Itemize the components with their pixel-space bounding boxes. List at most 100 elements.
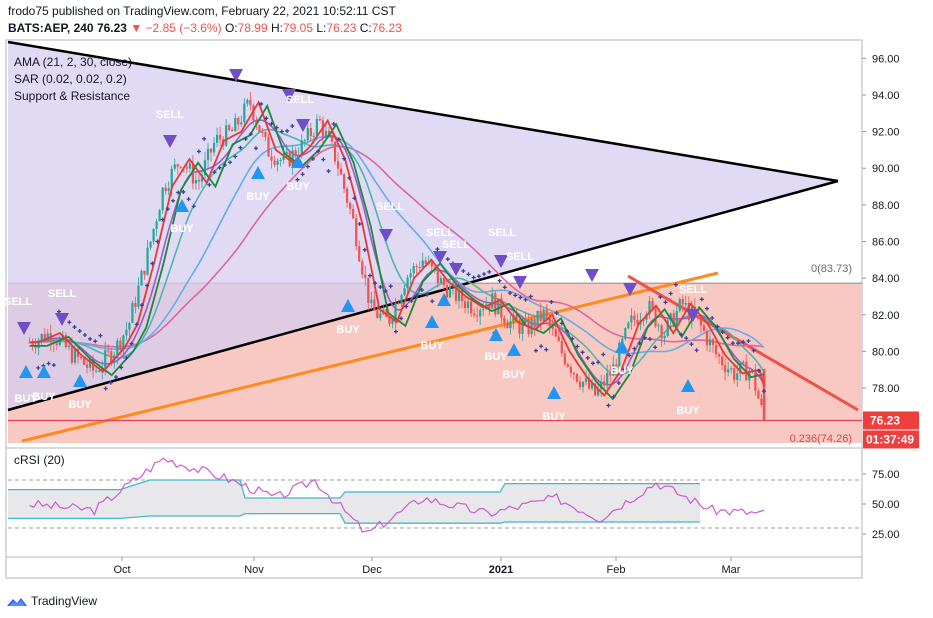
time-tick-label: Mar bbox=[722, 564, 741, 576]
candle-body bbox=[479, 310, 482, 317]
sar-dot bbox=[393, 329, 398, 334]
candle-body bbox=[173, 164, 176, 169]
buy-signal-icon bbox=[681, 379, 695, 392]
sell-signal-icon bbox=[379, 229, 393, 242]
candle-body bbox=[188, 163, 191, 169]
buy-signal-label: BUY bbox=[170, 223, 194, 235]
ma-purple-line bbox=[29, 119, 765, 386]
sell-signal-label: SELL bbox=[442, 239, 470, 251]
footer-brand[interactable]: TradingView bbox=[6, 592, 97, 610]
candle-body bbox=[67, 345, 71, 348]
sell-signal-label: SELL bbox=[506, 251, 534, 263]
wedge-lower-line bbox=[7, 179, 839, 412]
candle-body bbox=[191, 163, 194, 184]
candle-body bbox=[609, 372, 612, 376]
buy-signal-icon bbox=[489, 328, 503, 341]
candle-body bbox=[533, 319, 536, 328]
candle-body bbox=[675, 310, 678, 327]
candle-body bbox=[140, 270, 143, 286]
ma-teal-line bbox=[29, 128, 765, 376]
candle-body bbox=[318, 118, 322, 121]
candle-body bbox=[370, 299, 373, 304]
buy-signal-icon bbox=[547, 386, 561, 399]
ama-red-line bbox=[29, 100, 765, 397]
low-label: L: bbox=[316, 21, 327, 35]
symbol-label: BATS:AEP, 240 bbox=[8, 21, 94, 35]
candle-body bbox=[161, 187, 164, 211]
sar-dot bbox=[679, 332, 684, 337]
candle-body bbox=[497, 298, 500, 315]
candle-body bbox=[711, 339, 715, 345]
buy-signal-icon bbox=[437, 293, 451, 306]
sar-dot bbox=[554, 310, 559, 315]
candle-body bbox=[627, 322, 630, 329]
candle-body bbox=[134, 303, 137, 307]
candle-body bbox=[724, 365, 727, 373]
sar-dot bbox=[36, 365, 41, 370]
candle-body bbox=[194, 179, 198, 184]
price-chart[interactable]: SELLSELLSELLSELLSELLSELLSELLSELLSELLSELL… bbox=[0, 0, 933, 590]
sar-dot bbox=[264, 116, 269, 121]
symbol-line: BATS:AEP, 240 76.23 ▼ −2.85 (−3.6%) O:78… bbox=[8, 21, 402, 35]
sar-dot bbox=[181, 189, 186, 194]
candles bbox=[28, 91, 763, 408]
buy-signal-icon bbox=[175, 199, 189, 212]
candle-body bbox=[352, 208, 355, 219]
candle-body bbox=[515, 314, 518, 322]
sar-dot bbox=[699, 297, 704, 302]
sar-dot bbox=[471, 275, 476, 280]
rsi-band-lower bbox=[8, 512, 700, 524]
sar-dot bbox=[725, 335, 730, 340]
candle-body bbox=[55, 343, 58, 346]
candle-body bbox=[542, 309, 545, 322]
buy-signal-label: BUY bbox=[610, 365, 634, 377]
sell-signal-icon bbox=[433, 251, 447, 264]
tradingview-logo-icon bbox=[7, 598, 27, 606]
candle-body bbox=[152, 228, 155, 242]
price-tick-label: 88.00 bbox=[872, 200, 900, 212]
candle-body bbox=[300, 140, 303, 156]
sar-dot bbox=[476, 274, 481, 279]
candle-body bbox=[597, 388, 600, 396]
candle-body bbox=[603, 381, 606, 386]
sar-dot bbox=[647, 337, 652, 342]
sar-dot bbox=[202, 136, 207, 141]
sar-dot bbox=[108, 380, 113, 385]
candle-body bbox=[125, 329, 128, 336]
rsi-tick-label: 50.00 bbox=[872, 499, 900, 511]
sar-dot bbox=[222, 163, 227, 168]
candle-body bbox=[346, 188, 349, 203]
candle-body bbox=[421, 260, 424, 268]
candle-body bbox=[733, 368, 736, 380]
sar-dot bbox=[756, 368, 761, 373]
sar-dot bbox=[72, 325, 77, 330]
sell-signal-label: SELL bbox=[4, 296, 32, 308]
candle-body bbox=[228, 125, 231, 130]
candle-body bbox=[606, 372, 609, 386]
sell-signal-icon bbox=[623, 283, 637, 296]
sar-dot bbox=[570, 336, 575, 341]
sell-signal-label: SELL bbox=[376, 201, 404, 213]
candle-body bbox=[373, 299, 376, 311]
rsi-line bbox=[29, 457, 765, 533]
candle-body bbox=[400, 295, 403, 304]
sar-dot bbox=[134, 322, 139, 327]
candle-body bbox=[742, 361, 745, 364]
sar-dot bbox=[497, 278, 502, 283]
sar-dot bbox=[196, 149, 201, 154]
candle-body bbox=[137, 285, 140, 307]
sar-dot bbox=[233, 154, 238, 159]
sar-dot bbox=[243, 136, 248, 141]
candle-body bbox=[600, 381, 603, 389]
open-value: 78.99 bbox=[237, 21, 268, 35]
candle-body bbox=[466, 301, 470, 309]
time-tick-label: Oct bbox=[113, 564, 130, 576]
candle-body bbox=[116, 340, 119, 356]
sar-dot bbox=[316, 149, 321, 154]
candle-body bbox=[128, 322, 131, 330]
sar-dot bbox=[305, 164, 310, 169]
candle-body bbox=[31, 342, 34, 347]
candle-body bbox=[234, 117, 237, 132]
candle-body bbox=[717, 354, 721, 357]
candle-body bbox=[651, 300, 654, 309]
